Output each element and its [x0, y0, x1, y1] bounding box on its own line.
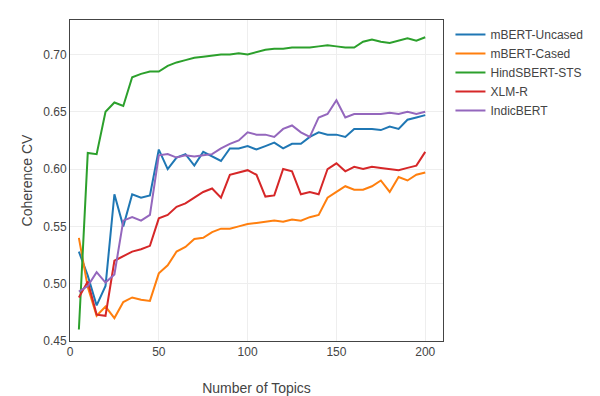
svg-text:150: 150	[326, 345, 346, 359]
svg-text:50: 50	[152, 345, 166, 359]
svg-text:0.50: 0.50	[43, 277, 67, 291]
svg-text:mBERT-Cased: mBERT-Cased	[490, 47, 570, 61]
svg-text:Number of Topics: Number of Topics	[202, 380, 311, 396]
svg-text:0.65: 0.65	[43, 105, 67, 119]
svg-text:0.60: 0.60	[43, 162, 67, 176]
svg-text:0.70: 0.70	[43, 48, 67, 62]
svg-text:0: 0	[67, 345, 74, 359]
svg-text:0.45: 0.45	[43, 334, 67, 348]
svg-text:200: 200	[415, 345, 435, 359]
svg-text:100: 100	[238, 345, 258, 359]
svg-text:IndicBERT: IndicBERT	[490, 104, 548, 118]
svg-text:HindSBERT-STS: HindSBERT-STS	[490, 66, 581, 80]
svg-text:XLM-R: XLM-R	[490, 85, 528, 99]
svg-text:Coherence CV: Coherence CV	[19, 134, 35, 226]
svg-text:mBERT-Uncased: mBERT-Uncased	[490, 28, 582, 42]
svg-text:0.55: 0.55	[43, 220, 67, 234]
